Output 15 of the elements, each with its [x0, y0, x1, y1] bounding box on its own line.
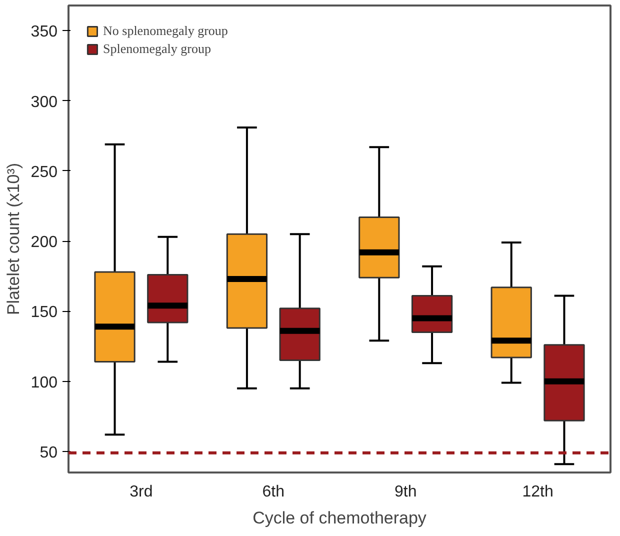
y-tick-label: 200: [30, 234, 58, 252]
y-tick-label: 350: [30, 24, 58, 41]
x-tick-label: 9th: [394, 484, 417, 500]
y-axis-title: Platelet count (x10³): [4, 162, 23, 316]
y-tick-label: 100: [30, 374, 58, 392]
x-axis-title: Cycle of chemotherapy: [252, 508, 427, 528]
x-tick-label: 3rd: [130, 484, 153, 500]
y-tick-label: 250: [30, 164, 58, 181]
legend-label: No splenomegaly group: [103, 23, 228, 39]
legend-label: Splenomegaly group: [103, 41, 211, 57]
x-tick-label: 12th: [522, 484, 554, 500]
x-tick-label: 6th: [262, 484, 285, 500]
y-tick-label: 50: [40, 444, 58, 462]
y-tick-label: 150: [30, 304, 58, 322]
y-tick-label: 300: [30, 94, 58, 111]
